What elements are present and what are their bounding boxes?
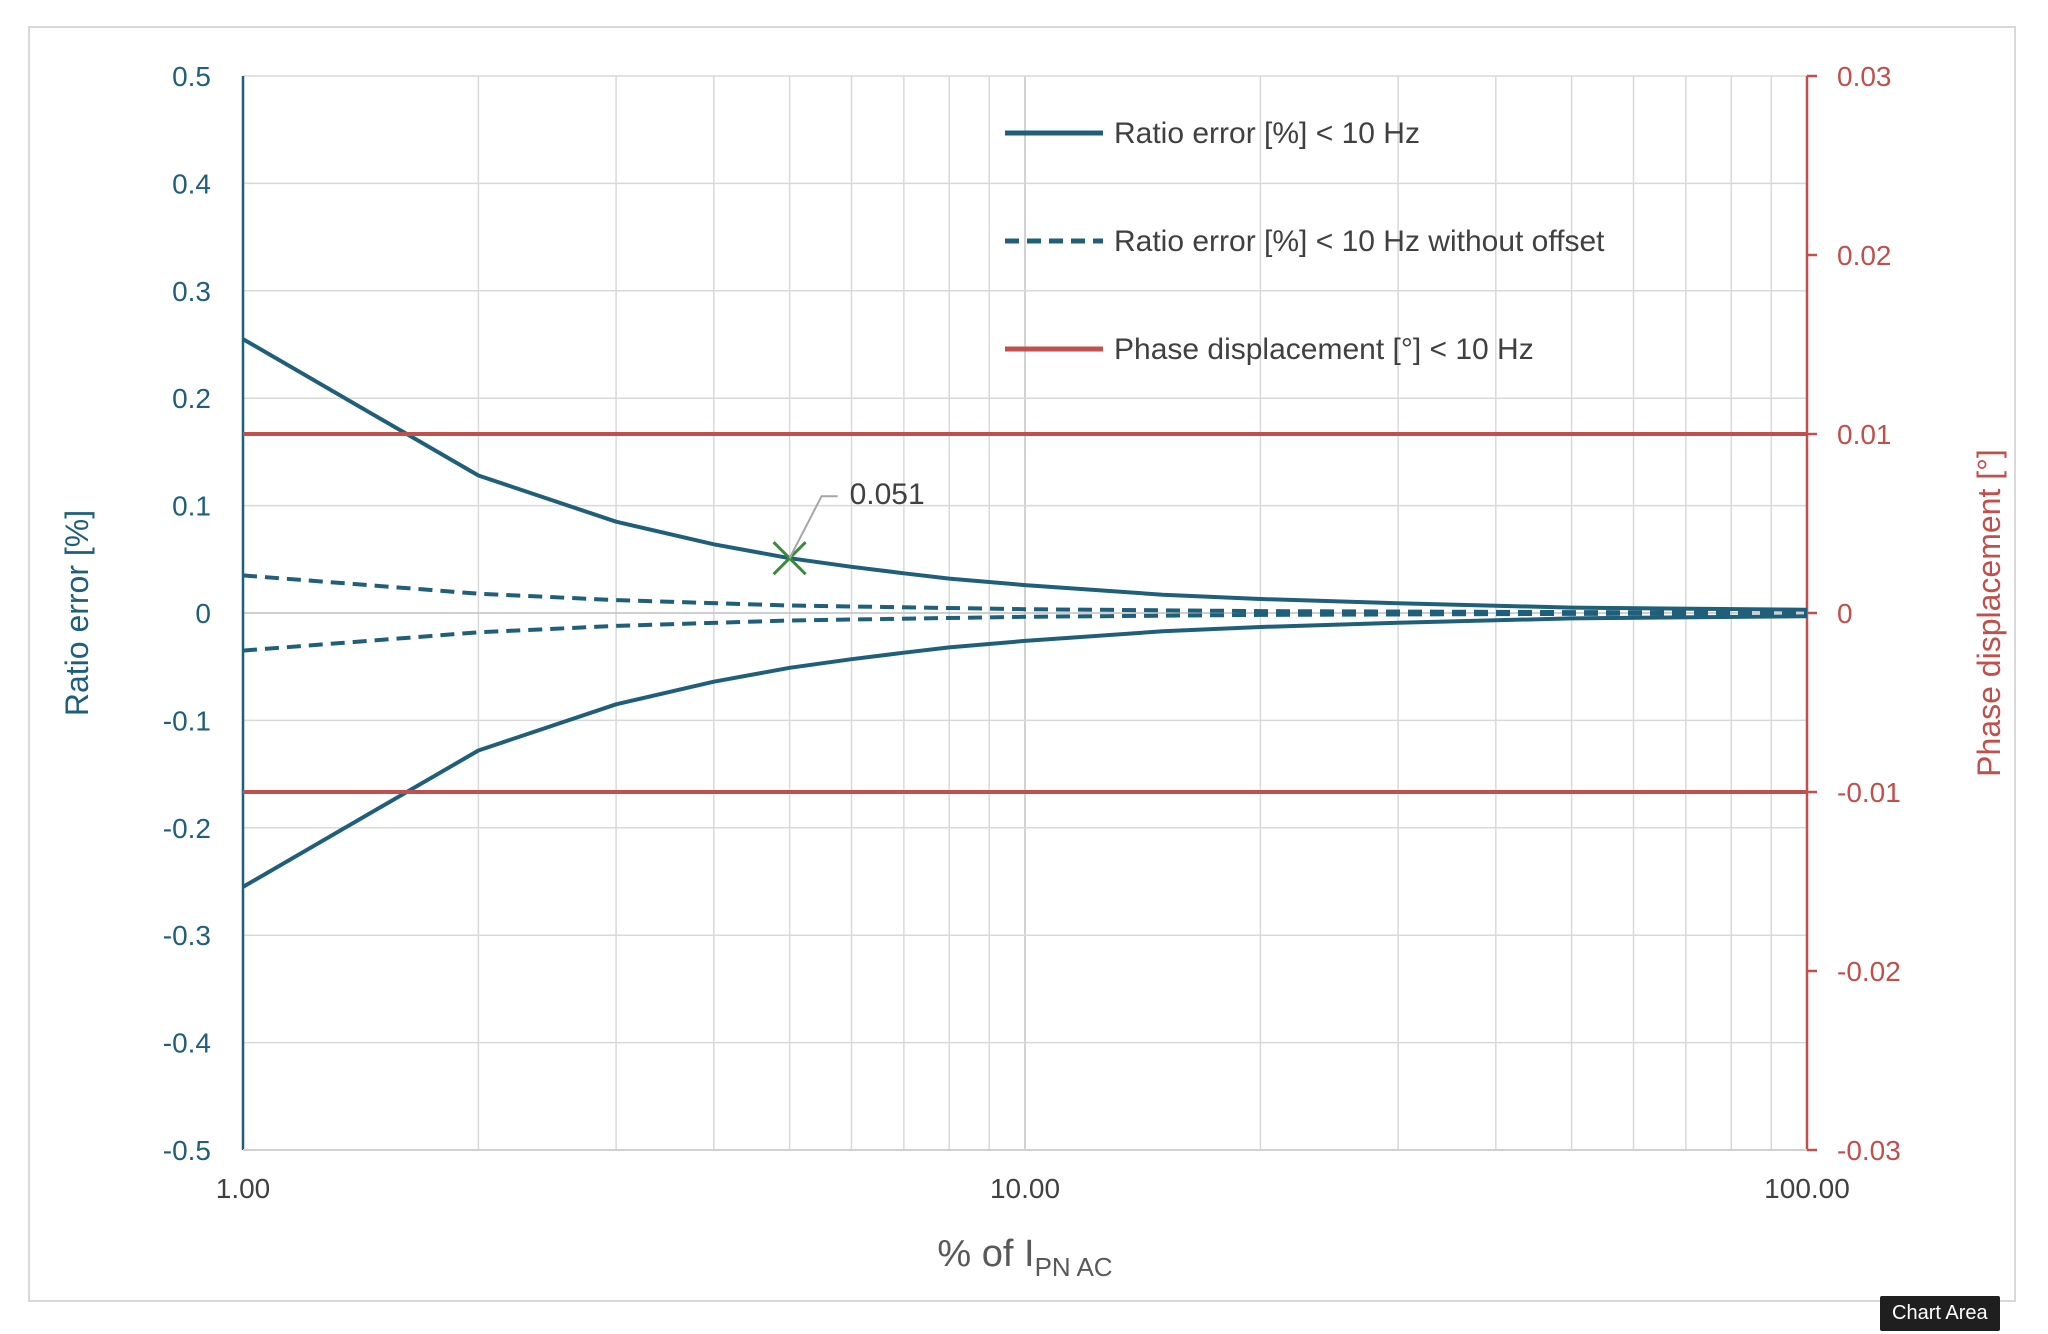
right-tick-label: -0.02 [1837, 956, 1901, 987]
annotation-label: 0.051 [850, 478, 925, 511]
series-line[interactable] [241, 337, 1808, 612]
legend-label[interactable]: Ratio error [%] < 10 Hz without offset [1114, 225, 1605, 258]
left-tick-label: 0 [195, 598, 211, 629]
y-axis-title-right: Phase displacement [°] [1971, 449, 2007, 777]
right-tick-label: 0 [1837, 598, 1853, 629]
left-tick-label: 0.4 [172, 168, 211, 199]
axis-titles: Ratio error [%] Phase displacement [°] % o… [59, 449, 2007, 1282]
left-tick-label: 0.5 [172, 61, 211, 92]
y-axis-title-left: Ratio error [%] [59, 510, 95, 716]
left-tick-label: 0.1 [172, 491, 211, 522]
left-tick-label: -0.2 [163, 813, 211, 844]
series-line[interactable] [241, 614, 1808, 889]
right-tick-label: -0.03 [1837, 1135, 1901, 1166]
series-line[interactable] [242, 611, 1808, 653]
legend-label[interactable]: Ratio error [%] < 10 Hz [1114, 117, 1420, 150]
right-tick-label: -0.01 [1837, 777, 1901, 808]
legend-label[interactable]: Phase displacement [°] < 10 Hz [1114, 333, 1534, 366]
annotations: 0.051 [772, 478, 925, 576]
x-tick-label: 100.00 [1764, 1173, 1850, 1204]
annotation-leader-line [788, 495, 838, 559]
x-axis-title: % of IPN AC [937, 1233, 1112, 1282]
chart-area[interactable] [28, 26, 2016, 1302]
left-tick-label: -0.1 [163, 705, 211, 736]
right-tick-label: 0.02 [1837, 240, 1892, 271]
chart-area-tooltip: Chart Area [1880, 1296, 2000, 1331]
series-layer[interactable] [241, 337, 1808, 889]
x-tick-label: 1.00 [216, 1173, 271, 1204]
left-tick-label: 0.2 [172, 383, 211, 414]
right-tick-label: 0.03 [1837, 61, 1892, 92]
x-tick-label: 10.00 [990, 1173, 1060, 1204]
right-tick-label: 0.01 [1837, 419, 1892, 450]
left-tick-label: 0.3 [172, 276, 211, 307]
series-line[interactable] [242, 573, 1808, 615]
left-tick-label: -0.3 [163, 920, 211, 951]
axes: 0.5 0.4 0.3 0.2 0.1 0 -0.1 -0.2 -0.3 -0.4 -0.5 0.03… [163, 61, 1901, 1204]
left-tick-label: -0.4 [163, 1028, 211, 1059]
legend[interactable]: Ratio error [%] < 10 Hz Ratio error [%] <… [1005, 117, 1605, 366]
left-tick-label: -0.5 [163, 1135, 211, 1166]
